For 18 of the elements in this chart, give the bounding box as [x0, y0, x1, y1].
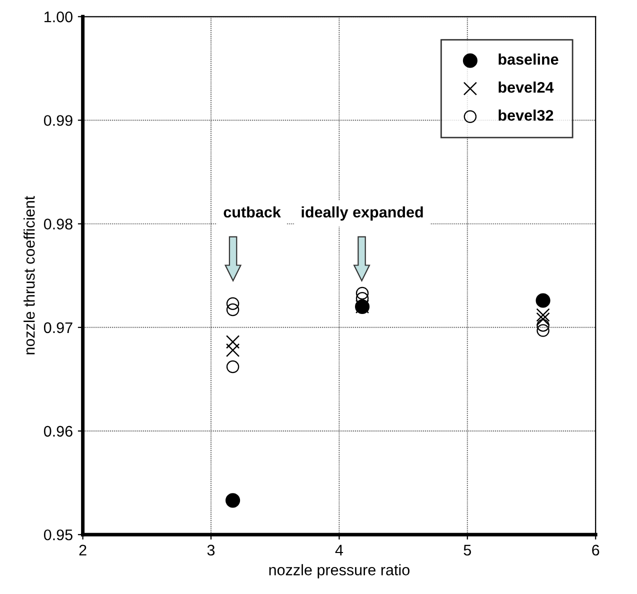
x-axis-title: nozzle pressure ratio — [269, 564, 410, 578]
x-tick-label: 4 — [335, 544, 344, 556]
annotation: ideally expanded — [302, 206, 423, 221]
y-tick-label: 0.95 — [44, 529, 72, 540]
legend-label: baseline — [498, 54, 558, 65]
y-tick-label: 0.99 — [44, 115, 72, 126]
x-tick-label: 5 — [464, 544, 472, 556]
y-tick-label: 0.97 — [44, 322, 72, 334]
x-tick-label: 3 — [207, 544, 215, 556]
annotation: cutback — [224, 206, 281, 218]
y-axis-title: nozzle thrust coefficient — [24, 196, 35, 354]
legend-label: bevel32 — [498, 110, 554, 121]
y-tick-label: 0.96 — [44, 426, 72, 437]
x-tick-label: 2 — [79, 544, 86, 556]
y-tick-label: 1.00 — [44, 12, 72, 22]
y-tick-label: 0.98 — [44, 218, 72, 230]
x-tick-label: 6 — [592, 544, 600, 556]
legend-label: bevel24 — [498, 82, 554, 93]
